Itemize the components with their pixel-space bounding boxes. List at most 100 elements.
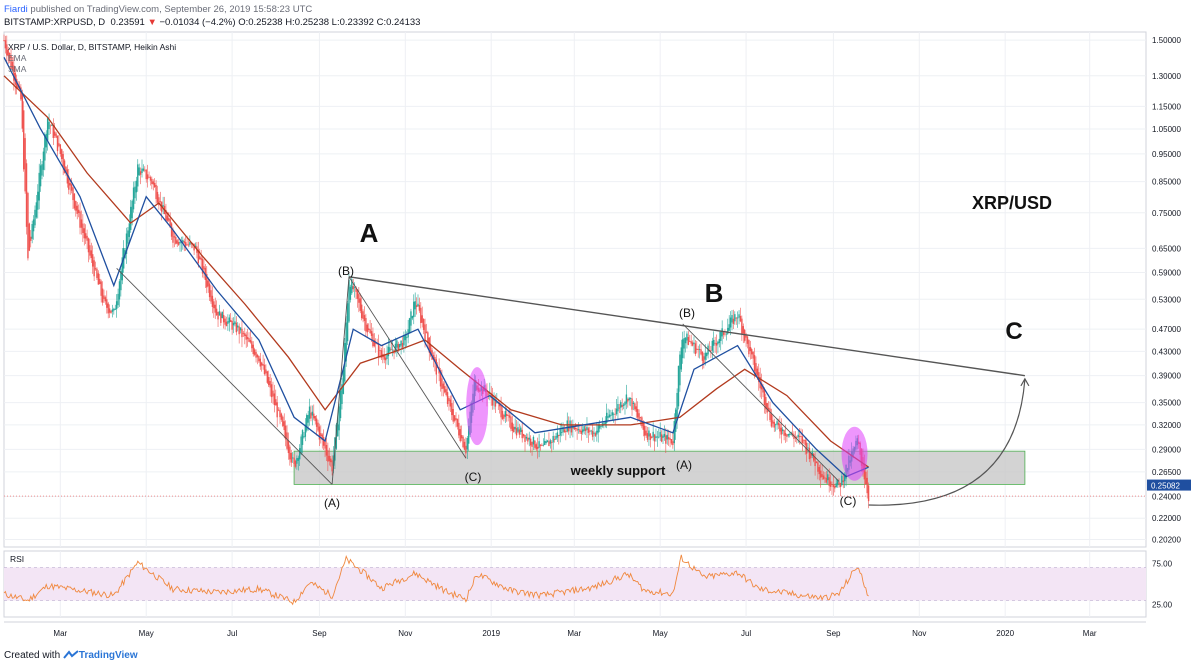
- x-tick-label: Mar: [1083, 629, 1097, 638]
- candle-body: [265, 369, 267, 374]
- candle-body: [390, 349, 392, 351]
- candle-body: [603, 423, 605, 425]
- candle-body: [682, 339, 684, 359]
- candle-body: [366, 324, 368, 333]
- candle-body: [552, 435, 554, 443]
- y-tick-label: 0.32000: [1152, 421, 1181, 430]
- candle-body: [827, 474, 829, 481]
- candle-body: [253, 349, 256, 355]
- candle-body: [524, 435, 526, 442]
- candle-body: [377, 343, 380, 357]
- candle-body: [310, 412, 312, 419]
- candle-body: [411, 315, 414, 319]
- wave-label: (A): [324, 496, 340, 510]
- y-tick-label: 1.05000: [1152, 125, 1181, 134]
- candle-body: [55, 133, 57, 138]
- candle-body: [162, 205, 164, 207]
- candle-body: [818, 467, 821, 475]
- author-name[interactable]: Fiardi: [4, 4, 28, 15]
- descending-trendline: [348, 276, 1026, 377]
- candle-body: [831, 484, 833, 485]
- candle-body: [187, 244, 190, 246]
- candle-body: [101, 288, 104, 303]
- candle-body: [32, 219, 35, 232]
- candle-body: [149, 177, 152, 181]
- candle-body: [629, 397, 632, 399]
- candle-body: [189, 242, 191, 245]
- candle-body: [544, 440, 546, 446]
- candle-body: [131, 200, 133, 219]
- candle-body: [655, 436, 657, 438]
- candle-body: [70, 184, 73, 191]
- candle-body: [282, 416, 284, 426]
- tradingview-brand[interactable]: TradingView: [78, 650, 138, 661]
- candle-body: [746, 336, 749, 344]
- candle-body: [653, 434, 656, 442]
- candle-body: [201, 258, 204, 274]
- candle-body: [207, 280, 209, 287]
- candle-body: [246, 337, 249, 340]
- y-tick-label: 0.24000: [1152, 493, 1181, 502]
- candle-body: [338, 406, 340, 431]
- candles: [3, 34, 870, 509]
- x-tick-label: May: [653, 629, 668, 638]
- candle-body: [496, 401, 498, 403]
- tradingview-logo-icon: [63, 650, 79, 659]
- candle-body: [614, 413, 616, 415]
- candle-body: [269, 381, 271, 388]
- candle-body: [832, 484, 835, 488]
- candle-body: [559, 429, 561, 436]
- candle-body: [365, 317, 367, 332]
- candle-body: [521, 429, 523, 439]
- candle-body: [11, 61, 14, 70]
- candle-body: [441, 378, 443, 390]
- candle-body: [684, 337, 687, 344]
- candle-body: [549, 440, 552, 444]
- candle-body: [598, 424, 601, 429]
- candle-body: [839, 483, 842, 488]
- candle-body: [553, 439, 556, 440]
- candle-body: [10, 55, 12, 69]
- candle-body: [631, 398, 633, 410]
- candle-body: [753, 355, 756, 372]
- candle-body: [237, 325, 239, 328]
- candle-body: [329, 458, 332, 463]
- y-tick-label: 0.35000: [1152, 399, 1181, 408]
- candle-body: [672, 441, 674, 446]
- candle-body: [155, 184, 157, 200]
- candle-body: [221, 311, 223, 319]
- candle-body: [539, 444, 542, 446]
- candle-body: [273, 393, 276, 406]
- candle-body: [445, 389, 447, 396]
- candle-body: [824, 477, 826, 479]
- candle-body: [297, 457, 300, 461]
- candle-body: [173, 236, 176, 238]
- candle-body: [589, 430, 591, 432]
- candle-body: [586, 426, 588, 430]
- candle-body: [820, 470, 822, 478]
- candle-body: [789, 434, 791, 435]
- rsi-label: RSI: [10, 554, 24, 564]
- footer: Created with TradingView: [4, 650, 138, 661]
- candle-body: [138, 167, 140, 176]
- created-with-text: Created with: [4, 650, 61, 661]
- candle-body: [256, 354, 259, 358]
- candle-body: [774, 424, 777, 426]
- candle-body: [779, 424, 781, 432]
- candle-body: [27, 193, 29, 259]
- candle-body: [214, 304, 216, 313]
- candle-body: [567, 425, 570, 432]
- candle-body: [59, 144, 62, 154]
- published-text: published on TradingView.com, September …: [30, 4, 313, 15]
- projection-arrow: [868, 378, 1026, 506]
- candle-body: [503, 414, 505, 419]
- candle-body: [52, 125, 54, 138]
- weekly-support-zone: [293, 450, 1026, 485]
- candle-body: [467, 425, 470, 444]
- candle-body: [621, 404, 623, 407]
- candle-body: [156, 191, 159, 203]
- candle-body: [415, 305, 418, 308]
- candle-body: [458, 422, 460, 436]
- candle-body: [777, 422, 780, 426]
